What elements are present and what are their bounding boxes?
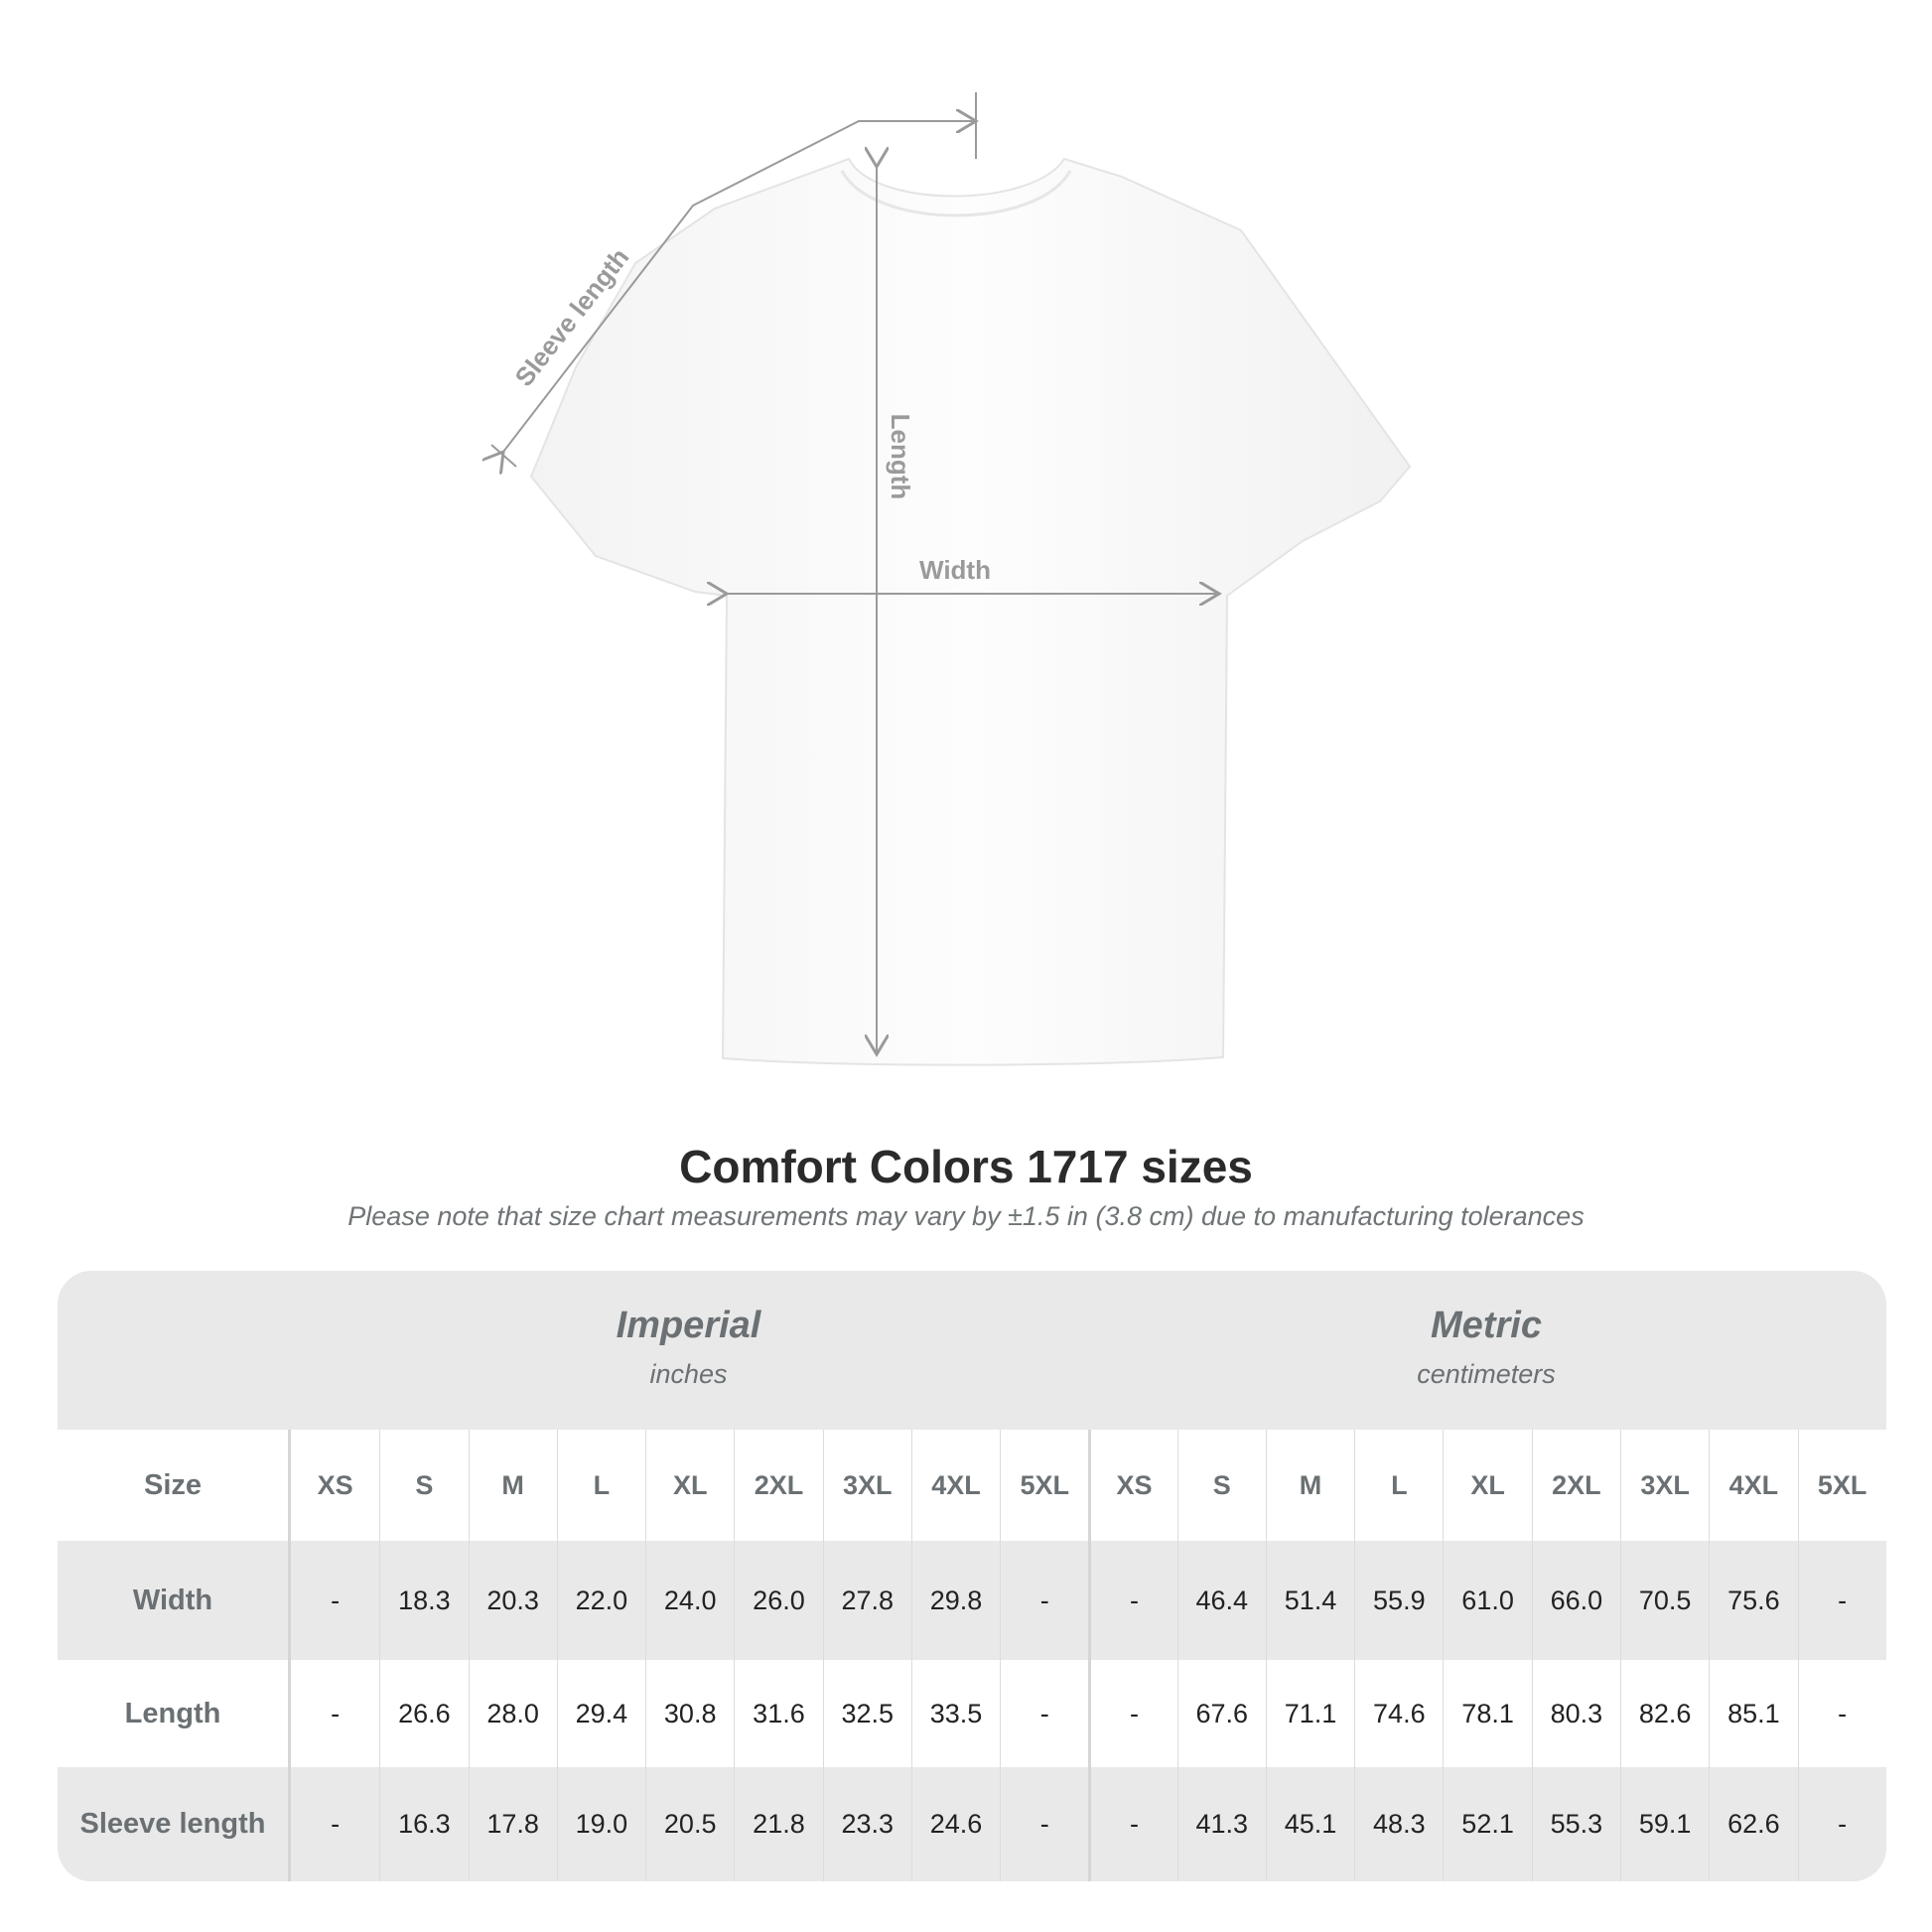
metric-value-cell: 45.1 bbox=[1265, 1767, 1354, 1881]
metric-value-cell: 62.6 bbox=[1709, 1767, 1797, 1881]
size-header-cell: M bbox=[468, 1430, 557, 1541]
metric-value-cell: - bbox=[1797, 1660, 1886, 1767]
metric-value-cell: - bbox=[1797, 1767, 1886, 1881]
size-header-cell: 3XL bbox=[822, 1430, 911, 1541]
imperial-value-cell: 20.3 bbox=[468, 1541, 557, 1660]
metric-value-cell: 51.4 bbox=[1265, 1541, 1354, 1660]
metric-value-cell: 70.5 bbox=[1619, 1541, 1709, 1660]
tshirt-image bbox=[529, 157, 1412, 1066]
metric-value-cell: 78.1 bbox=[1443, 1660, 1531, 1767]
imperial-value-cell: - bbox=[331, 1585, 341, 1615]
imperial-value-cell: 26.0 bbox=[734, 1541, 822, 1660]
imperial-value-cell: 26.6 bbox=[379, 1660, 468, 1767]
imperial-value-cell: 19.0 bbox=[556, 1767, 645, 1881]
imperial-value-cell: 32.5 bbox=[822, 1660, 911, 1767]
size-header-cell: S bbox=[379, 1430, 468, 1541]
metric-value-cell: 66.0 bbox=[1531, 1541, 1620, 1660]
size-header-cell: XL bbox=[1443, 1430, 1531, 1541]
row-label: Size bbox=[58, 1430, 291, 1541]
size-header-cell: M bbox=[1265, 1430, 1354, 1541]
size-header-cell: 2XL bbox=[734, 1430, 822, 1541]
row-label: Sleeve length bbox=[58, 1767, 291, 1881]
metric-value-cell: 74.6 bbox=[1354, 1660, 1443, 1767]
imperial-value-cell: 29.8 bbox=[910, 1541, 1000, 1660]
metric-value-cell: - bbox=[1088, 1767, 1176, 1881]
imperial-value-cell: - bbox=[1000, 1660, 1088, 1767]
metric-value-cell: 48.3 bbox=[1354, 1767, 1443, 1881]
imperial-value-cell: 24.0 bbox=[645, 1541, 734, 1660]
imperial-header: Imperial inches bbox=[291, 1271, 1086, 1430]
tshirt-measurement-diagram: Sleeve length Length Width bbox=[0, 92, 1412, 1066]
metric-value-cell: 55.3 bbox=[1531, 1767, 1620, 1881]
metric-value-cell: 61.0 bbox=[1443, 1541, 1531, 1660]
metric-title: Metric bbox=[1431, 1305, 1542, 1346]
table-row: Length -26.6 28.0 29.4 30.8 31.6 32.5 33.5- -67.… bbox=[58, 1660, 1886, 1767]
metric-header: Metric centimeters bbox=[1086, 1271, 1886, 1430]
imperial-value-cell: 28.0 bbox=[468, 1660, 557, 1767]
chart-title: Comfort Colors 1717 sizes bbox=[679, 1141, 1253, 1192]
size-header-cell: 4XL bbox=[910, 1430, 1000, 1541]
table-row: Width -18.3 20.3 22.0 24.0 26.0 27.8 29.8- -46.4… bbox=[58, 1541, 1886, 1660]
imperial-value-cell: - bbox=[1000, 1767, 1088, 1881]
metric-value-cell: - bbox=[1088, 1660, 1176, 1767]
imperial-value-cell: 20.5 bbox=[645, 1767, 734, 1881]
metric-value-cell: 46.4 bbox=[1176, 1541, 1266, 1660]
imperial-value-cell: 27.8 bbox=[822, 1541, 911, 1660]
metric-value-cell: 55.9 bbox=[1354, 1541, 1443, 1660]
imperial-value-cell: - bbox=[331, 1698, 341, 1728]
metric-value-cell: 71.1 bbox=[1265, 1660, 1354, 1767]
imperial-title: Imperial bbox=[616, 1305, 761, 1346]
size-header-cell: 5XL bbox=[1000, 1430, 1088, 1541]
size-header-cell: 3XL bbox=[1619, 1430, 1709, 1541]
length-label: Length bbox=[886, 414, 915, 500]
imperial-value-cell: 29.4 bbox=[556, 1660, 645, 1767]
imperial-value-cell: 22.0 bbox=[556, 1541, 645, 1660]
size-header-cell: 5XL bbox=[1797, 1430, 1886, 1541]
imperial-value-cell: 17.8 bbox=[468, 1767, 557, 1881]
size-header-cell: L bbox=[556, 1430, 645, 1541]
imperial-value-cell: 24.6 bbox=[910, 1767, 1000, 1881]
imperial-value-cell: 30.8 bbox=[645, 1660, 734, 1767]
size-table: Imperial inches Metric centimeters Size X… bbox=[58, 1271, 1886, 1881]
size-header-cell: S bbox=[1176, 1430, 1266, 1541]
imperial-value-cell: 33.5 bbox=[910, 1660, 1000, 1767]
metric-value-cell: 75.6 bbox=[1709, 1541, 1797, 1660]
metric-value-cell: 82.6 bbox=[1619, 1660, 1709, 1767]
imperial-value-cell: 16.3 bbox=[379, 1767, 468, 1881]
imperial-value-cell: - bbox=[331, 1809, 341, 1839]
imperial-value-cell: - bbox=[1000, 1541, 1088, 1660]
metric-value-cell: 67.6 bbox=[1176, 1660, 1266, 1767]
size-header-cell: 2XL bbox=[1531, 1430, 1620, 1541]
metric-unit: centimeters bbox=[1417, 1359, 1556, 1389]
imperial-value-cell: 18.3 bbox=[379, 1541, 468, 1660]
metric-value-cell: 59.1 bbox=[1619, 1767, 1709, 1881]
metric-value-cell: - bbox=[1797, 1541, 1886, 1660]
metric-value-cell: 85.1 bbox=[1709, 1660, 1797, 1767]
width-label: Width bbox=[919, 555, 991, 585]
size-header-cell: XS bbox=[317, 1469, 353, 1500]
size-header-cell: XL bbox=[645, 1430, 734, 1541]
size-header-cell: XS bbox=[1088, 1430, 1176, 1541]
metric-value-cell: 80.3 bbox=[1531, 1660, 1620, 1767]
row-label: Length bbox=[58, 1660, 291, 1767]
imperial-value-cell: 23.3 bbox=[822, 1767, 911, 1881]
row-label: Width bbox=[58, 1541, 291, 1660]
size-header-row: Size XS S M L XL 2XL 3XL 4XL 5XL XS S M L XL 2XL 3XL 4XL 5… bbox=[58, 1430, 1886, 1541]
metric-value-cell: - bbox=[1088, 1541, 1176, 1660]
metric-value-cell: 41.3 bbox=[1176, 1767, 1266, 1881]
tolerance-note: Please note that size chart measurements… bbox=[347, 1201, 1585, 1231]
metric-value-cell: 52.1 bbox=[1443, 1767, 1531, 1881]
size-header-cell: 4XL bbox=[1709, 1430, 1797, 1541]
imperial-value-cell: 31.6 bbox=[734, 1660, 822, 1767]
size-header-cell: L bbox=[1354, 1430, 1443, 1541]
imperial-value-cell: 21.8 bbox=[734, 1767, 822, 1881]
table-row: Sleeve length - 16.3 17.8 19.0 20.5 21.8 23.3 24… bbox=[58, 1767, 1886, 1881]
sleeve-length-arrow bbox=[503, 121, 976, 452]
imperial-unit: inches bbox=[649, 1359, 728, 1389]
